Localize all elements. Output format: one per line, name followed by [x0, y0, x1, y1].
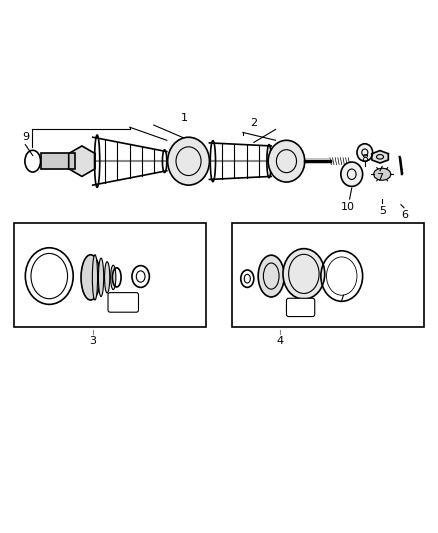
FancyBboxPatch shape	[108, 293, 138, 312]
Bar	[14, 223, 206, 327]
FancyBboxPatch shape	[286, 298, 315, 317]
Polygon shape	[69, 146, 95, 176]
Text: 2: 2	[250, 118, 258, 128]
Polygon shape	[372, 151, 389, 163]
Ellipse shape	[99, 258, 104, 296]
Bar	[232, 223, 424, 327]
Text: 10: 10	[340, 202, 354, 212]
Text: 6: 6	[401, 210, 408, 220]
Ellipse shape	[81, 255, 100, 300]
Ellipse shape	[92, 255, 98, 300]
Text: 9: 9	[22, 133, 29, 142]
Text: 5: 5	[379, 206, 386, 215]
Text: 3: 3	[89, 336, 96, 346]
Ellipse shape	[283, 249, 325, 299]
Text: 4: 4	[276, 336, 283, 346]
Ellipse shape	[258, 255, 284, 297]
Ellipse shape	[168, 137, 209, 185]
Bar	[41, 154, 75, 169]
Text: 1: 1	[181, 113, 187, 123]
Ellipse shape	[268, 140, 305, 182]
Ellipse shape	[341, 162, 363, 187]
Ellipse shape	[105, 262, 110, 293]
Ellipse shape	[111, 265, 116, 289]
Text: 8: 8	[361, 154, 368, 164]
Polygon shape	[374, 168, 391, 180]
Ellipse shape	[357, 144, 373, 161]
Text: 7: 7	[377, 173, 384, 183]
